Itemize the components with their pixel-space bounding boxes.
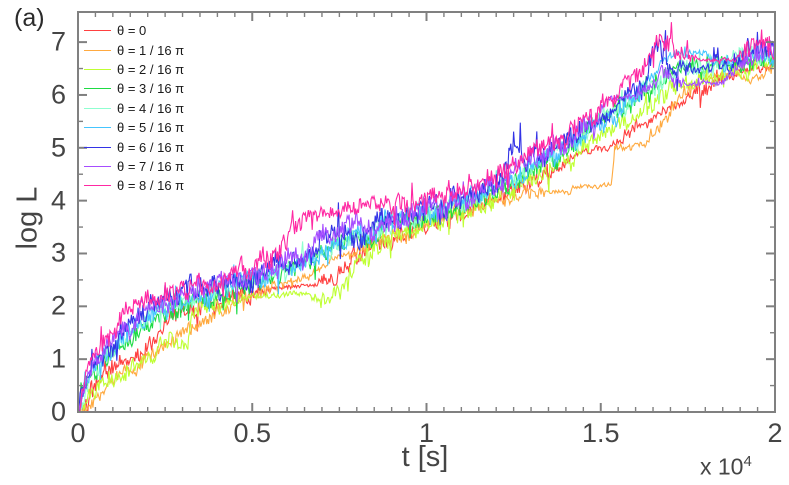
- legend-item: θ = 0: [84, 21, 184, 40]
- legend-item: θ = 5 / 16 π: [84, 118, 184, 137]
- legend-item: θ = 6 / 16 π: [84, 137, 184, 156]
- x-tick-label: 1: [418, 418, 435, 448]
- multiplier-base: x 10: [700, 453, 744, 480]
- legend-label: θ = 0: [117, 23, 147, 39]
- legend-line-swatch: [84, 30, 111, 32]
- legend-line-swatch: [84, 146, 111, 148]
- y-tick-label: 0: [50, 396, 66, 427]
- x-tick-label: 0: [70, 418, 86, 448]
- x-axis-multiplier: x 104: [700, 453, 752, 481]
- y-tick-label: 4: [50, 185, 66, 216]
- legend: θ = 0 θ = 1 / 16 π θ = 2 / 16 π θ = 3 / 16 …: [84, 21, 184, 196]
- legend-label: θ = 3 / 16 π: [117, 81, 185, 97]
- legend-line-swatch: [84, 88, 111, 90]
- legend-label: θ = 4 / 16 π: [117, 100, 185, 116]
- legend-item: θ = 4 / 16 π: [84, 99, 184, 118]
- legend-item: θ = 7 / 16 π: [84, 157, 184, 176]
- y-tick-label: 2: [50, 290, 66, 321]
- series-line-8: [79, 22, 774, 411]
- x-tick-label: 2: [767, 418, 783, 448]
- legend-item: θ = 3 / 16 π: [84, 79, 184, 98]
- legend-line-swatch: [84, 127, 111, 129]
- series-line-4: [79, 46, 774, 411]
- y-tick-label: 3: [50, 237, 66, 268]
- y-tick-label: 6: [50, 79, 66, 110]
- legend-label: θ = 7 / 16 π: [117, 158, 185, 174]
- legend-item: θ = 2 / 16 π: [84, 60, 184, 79]
- x-tick-label: 1.5: [581, 418, 620, 448]
- panel-label: (a): [14, 4, 45, 32]
- legend-line-swatch: [84, 107, 111, 109]
- legend-item: θ = 1 / 16 π: [84, 40, 184, 59]
- legend-item: θ = 8 / 16 π: [84, 176, 184, 195]
- multiplier-exponent: 4: [743, 453, 752, 470]
- legend-label: θ = 8 / 16 π: [117, 178, 185, 194]
- legend-label: θ = 1 / 16 π: [117, 42, 185, 58]
- y-tick-label: 1: [50, 343, 66, 374]
- legend-label: θ = 5 / 16 π: [117, 120, 185, 136]
- series-group: [79, 22, 774, 411]
- y-tick-label: 7: [50, 26, 66, 57]
- legend-line-swatch: [84, 185, 111, 187]
- legend-label: θ = 2 / 16 π: [117, 61, 185, 77]
- x-tick-label: 0.5: [233, 418, 272, 448]
- legend-line-swatch: [84, 68, 111, 70]
- legend-line-swatch: [84, 49, 111, 51]
- legend-line-swatch: [84, 165, 111, 167]
- x-axis-label: t [s]: [401, 441, 449, 473]
- legend-label: θ = 6 / 16 π: [117, 139, 185, 155]
- series-line-2: [79, 54, 774, 411]
- y-tick-label: 5: [50, 132, 66, 163]
